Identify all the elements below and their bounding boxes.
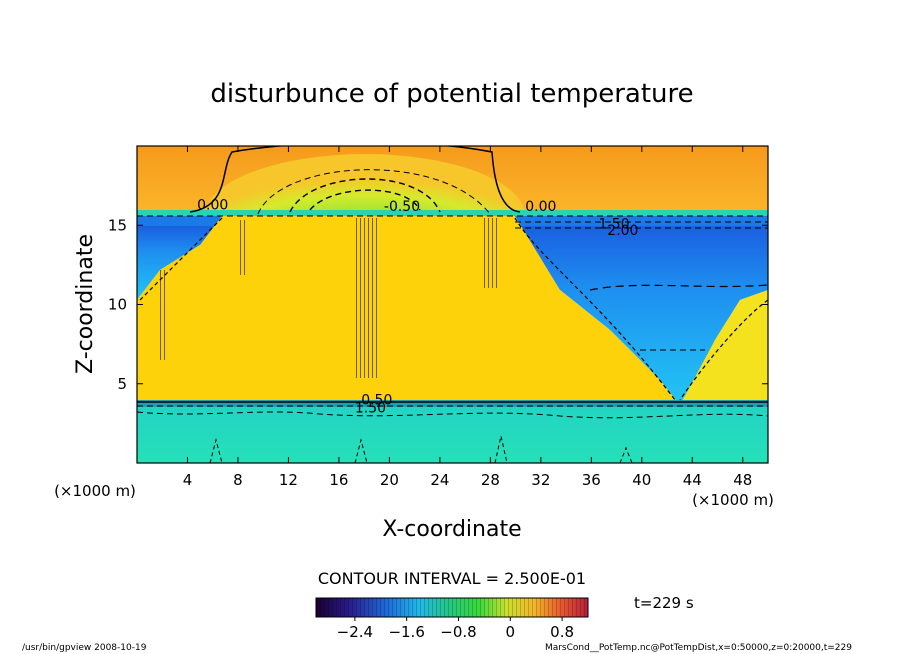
- contour-zero-top: [189, 146, 521, 213]
- x-axis-label: X-coordinate: [382, 517, 521, 542]
- x-tick-label-10: 44: [683, 471, 702, 489]
- x-tick-label-4: 20: [380, 471, 399, 489]
- contour-lower-3: [137, 411, 768, 419]
- field-column-2: [355, 218, 377, 378]
- colorbar-bands: [316, 598, 588, 617]
- field-column-3: [484, 218, 498, 288]
- field-bottom-layer: [137, 405, 768, 463]
- field-warm-mixed-layer: [137, 216, 680, 405]
- time-label: t=229 s: [634, 594, 694, 612]
- contour-label-0: 0.00: [197, 197, 228, 213]
- contour-dome-outer: [257, 169, 491, 215]
- y-axis: 5 10 15: [108, 216, 768, 393]
- y-tick-label-2: 15: [108, 216, 127, 234]
- y-tick-label-1: 10: [108, 296, 127, 314]
- x-tick-label-0: 4: [183, 471, 193, 489]
- contour-label-4: 2.00: [607, 223, 638, 239]
- x-tick-label-8: 36: [582, 471, 601, 489]
- colorbar-tick-label-2: −0.8: [440, 623, 476, 641]
- contour-right-interior: [589, 284, 768, 291]
- x-tick-label-2: 12: [279, 471, 298, 489]
- contour-bottom-spikes: [209, 435, 633, 463]
- contour-dome-mid: [289, 178, 441, 213]
- contour-label-3: 1.50: [598, 216, 629, 232]
- chart-title: disturbunce of potential temperature: [210, 79, 693, 109]
- field-lower-interface: [137, 400, 768, 407]
- x-axis: 4 8 12 16 20 24 28 32 36 40 44 48: [183, 146, 752, 489]
- x-tick-label-7: 32: [531, 471, 550, 489]
- plot-area: [137, 146, 768, 463]
- y-axis-label: Z-coordinate: [73, 234, 98, 374]
- x-unit-left: (×1000 m): [54, 482, 136, 500]
- contour-right-slope-2: [679, 299, 768, 401]
- x-tick-label-3: 16: [329, 471, 348, 489]
- colorbar-tick-label-3: 0: [506, 623, 516, 641]
- x-tick-label-6: 28: [481, 471, 500, 489]
- x-unit-right: (×1000 m): [692, 491, 774, 509]
- x-tick-label-11: 48: [733, 471, 752, 489]
- contour-label-6: 1.50: [355, 400, 386, 416]
- field-left-cold-region: [137, 226, 222, 300]
- field-column-4: [160, 270, 166, 360]
- contour-left-slope: [139, 217, 223, 301]
- contour-dome-inner: [309, 189, 421, 211]
- colorbar-tick-label-1: −1.6: [388, 623, 424, 641]
- footer-left: /usr/bin/gpview 2008-10-19: [22, 643, 147, 653]
- x-tick-label-1: 8: [233, 471, 243, 489]
- field-column-1: [240, 220, 245, 275]
- contour-right-slope: [514, 217, 676, 401]
- field-inversion-band-top: [137, 210, 768, 216]
- contour-label-2: 0.00: [525, 199, 556, 215]
- x-tick-label-5: 24: [430, 471, 449, 489]
- contour-label-1: -0.50: [384, 199, 420, 215]
- x-tick-label-9: 40: [632, 471, 651, 489]
- contour-labels: 0.00 -0.50 0.001.502.000.501.50: [197, 197, 638, 416]
- colorbar-ticks: −2.4 −1.6 −0.8 0 0.8: [337, 617, 574, 641]
- contour-label-5: 0.50: [361, 392, 392, 408]
- contour-interval: CONTOUR INTERVAL = 2.500E-01: [318, 569, 586, 588]
- y-tick-label-0: 5: [117, 375, 127, 393]
- colorbar-tick-label-0: −2.4: [337, 623, 373, 641]
- colorbar-tick-label-4: 0.8: [550, 623, 574, 641]
- footer-right: MarsCond__PotTemp.nc@PotTempDist,x=0:500…: [545, 643, 852, 653]
